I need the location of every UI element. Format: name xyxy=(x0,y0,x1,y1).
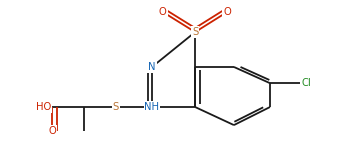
Text: HO: HO xyxy=(36,102,51,112)
Text: N: N xyxy=(148,62,156,72)
Text: O: O xyxy=(48,126,56,136)
Text: S: S xyxy=(113,102,119,112)
Text: NH: NH xyxy=(144,102,159,112)
Text: O: O xyxy=(159,7,167,17)
Text: Cl: Cl xyxy=(301,78,311,88)
Text: S: S xyxy=(192,27,198,37)
Text: O: O xyxy=(223,7,231,17)
